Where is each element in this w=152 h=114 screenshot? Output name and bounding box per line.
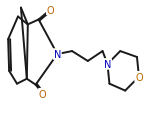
Text: O: O	[47, 5, 54, 15]
Text: N: N	[104, 59, 111, 69]
Text: N: N	[104, 59, 111, 69]
Text: N: N	[54, 50, 61, 60]
Text: O: O	[39, 89, 46, 99]
Text: O: O	[135, 72, 143, 82]
Text: O: O	[135, 72, 143, 82]
Text: O: O	[47, 5, 54, 15]
Text: N: N	[54, 50, 61, 60]
Text: O: O	[39, 89, 46, 99]
